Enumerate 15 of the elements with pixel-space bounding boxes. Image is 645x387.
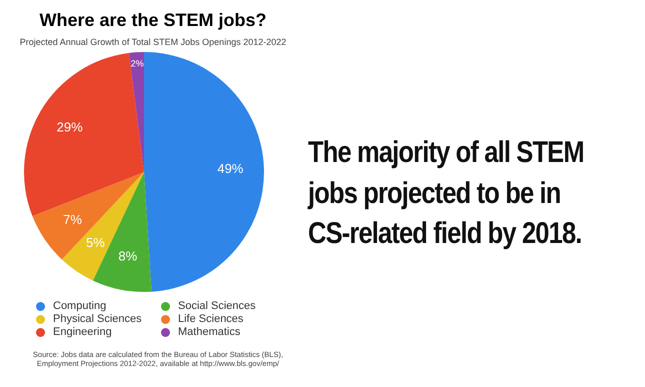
data-label: 8% <box>118 248 138 264</box>
legend-label: Engineering <box>53 326 112 338</box>
legend-label: Mathematics <box>178 326 240 338</box>
legend-label: Computing <box>53 300 106 312</box>
legend-label: Social Sciences <box>178 300 256 312</box>
chart-title: Where are the STEM jobs? <box>38 10 268 31</box>
data-label: 7% <box>63 212 82 228</box>
data-label: 29% <box>56 120 84 135</box>
legend-label: Physical Sciences <box>53 313 142 325</box>
chart-subtitle: Projected Annual Growth of Total STEM Jobs Openings 2012-2022 <box>18 37 288 47</box>
data-label: 2% <box>130 58 144 69</box>
text: The majority of all STEM jobs projected to be in CS-related field by 2018. <box>308 135 585 252</box>
data-label: 49% <box>217 160 244 176</box>
legend-label: Life Sciences <box>178 313 244 325</box>
data-label: 5% <box>86 235 106 250</box>
